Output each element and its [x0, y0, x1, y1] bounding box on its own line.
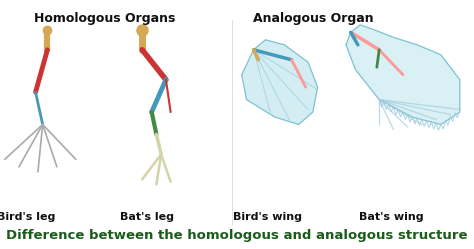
Text: Bird's wing: Bird's wing: [233, 212, 302, 222]
Text: Homologous Organs: Homologous Organs: [34, 12, 175, 25]
Polygon shape: [346, 25, 460, 125]
Text: Analogous Organ: Analogous Organ: [253, 12, 373, 25]
Text: Bat's leg: Bat's leg: [120, 212, 174, 222]
Polygon shape: [242, 40, 318, 124]
Text: Difference between the homologous and analogous structure: Difference between the homologous and an…: [6, 229, 468, 242]
Text: Bird's leg: Bird's leg: [0, 212, 55, 222]
Text: Bat's wing: Bat's wing: [359, 212, 423, 222]
